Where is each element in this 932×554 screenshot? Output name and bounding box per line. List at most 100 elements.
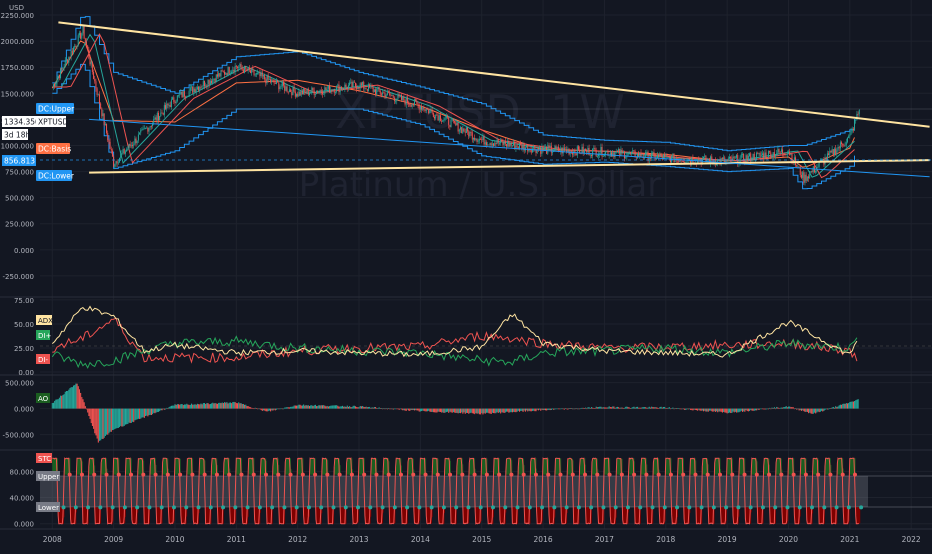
ao-bar	[279, 409, 280, 410]
dc-lower-badge[interactable]: DC:Lower	[36, 170, 75, 181]
candle-body	[491, 143, 492, 145]
candle-body	[90, 58, 91, 64]
di-minus-badge[interactable]: DI-	[36, 354, 50, 364]
stc-sell-dot	[239, 473, 243, 477]
ao-bar	[492, 409, 493, 413]
candle-body	[335, 92, 336, 93]
ao-bar	[190, 405, 191, 409]
candle-body	[298, 92, 299, 97]
ao-bar	[245, 405, 246, 409]
ao-bar	[665, 408, 666, 409]
candle-body	[374, 89, 375, 92]
candle-body	[56, 79, 57, 83]
candle-body	[110, 142, 111, 149]
ao-bar	[98, 409, 99, 443]
candle-body	[504, 141, 505, 144]
dc-basis-badge[interactable]: DC:Basis	[36, 143, 71, 154]
ao-bar	[661, 407, 662, 409]
ao-bar	[626, 407, 627, 409]
ao-bar	[749, 409, 750, 411]
ao-badge[interactable]: AO	[36, 393, 50, 403]
candle-body	[99, 94, 100, 103]
ao-bar	[535, 409, 536, 412]
candle-body	[64, 67, 65, 68]
candle-body	[313, 88, 314, 91]
stc-lower-badge[interactable]: Lower	[36, 502, 60, 512]
candle-body	[336, 86, 337, 92]
ao-bar	[738, 409, 739, 413]
candle-body	[672, 154, 673, 156]
ao-bar	[718, 409, 719, 412]
stc-badge[interactable]: STC	[36, 453, 52, 463]
ao-bar	[445, 409, 446, 413]
ao-bar	[58, 399, 59, 408]
adx-badge[interactable]: ADX	[36, 315, 53, 325]
ao-bar	[354, 406, 355, 409]
ao-bar	[590, 408, 591, 409]
candle-body	[603, 156, 604, 157]
ao-bar	[545, 409, 546, 411]
ao-bar	[576, 408, 577, 409]
ao-bar	[440, 409, 441, 412]
candle-body	[833, 149, 834, 155]
ao-bar	[799, 409, 800, 411]
candle-body	[359, 88, 360, 89]
ao-bar	[415, 409, 416, 411]
candle-body	[71, 51, 72, 57]
candle-body	[801, 175, 802, 178]
ao-bar	[193, 405, 194, 409]
time-axis-label: 2022	[902, 535, 921, 544]
ao-bar	[784, 407, 785, 409]
ao-bar	[137, 409, 138, 420]
di-plus-badge[interactable]: DI+	[36, 330, 51, 340]
candle-body	[655, 154, 656, 159]
ao-bar	[54, 401, 55, 409]
candle-body	[261, 73, 262, 77]
candle-body	[784, 153, 785, 154]
axis-tick-label: 2250.000	[1, 12, 34, 20]
ao-bar	[265, 409, 266, 412]
ao-bar	[551, 409, 552, 410]
ao-bar	[161, 409, 162, 411]
ao-bar	[856, 400, 857, 409]
candle-body	[560, 148, 561, 152]
ao-bar	[711, 409, 712, 412]
ao-bar	[166, 408, 167, 409]
dc-lower-value-badge[interactable]: 856.813	[2, 155, 36, 166]
ao-bar	[328, 406, 329, 408]
symbol-price-badge[interactable]: 1334.350 XPTUSD	[2, 116, 68, 127]
candle-body	[265, 79, 266, 83]
ao-bar	[341, 406, 342, 408]
ao-bar	[481, 409, 482, 413]
ao-bar	[633, 407, 634, 409]
candle-body	[397, 94, 398, 99]
candle-body	[132, 145, 133, 146]
ao-bar	[819, 409, 820, 413]
stc-buy-dot	[859, 505, 863, 509]
ao-bar	[216, 403, 217, 408]
candle-body	[128, 144, 129, 149]
stc-buy-dot	[687, 505, 691, 509]
stc-sell-dot	[276, 473, 280, 477]
axis-tick-label: 25.00	[14, 345, 34, 353]
ao-bar	[275, 409, 276, 411]
ao-bar	[333, 405, 334, 408]
candle-body	[704, 156, 705, 157]
ao-bar	[821, 409, 822, 411]
ao-bar	[708, 409, 709, 412]
dc-upper-badge[interactable]: DC:Upper	[36, 103, 75, 114]
candle-body	[517, 146, 518, 147]
candle-body	[674, 154, 675, 162]
candle-body	[640, 153, 641, 157]
ao-bar	[493, 409, 494, 413]
candle-body	[402, 96, 403, 99]
ao-bar	[257, 409, 258, 410]
candle-body	[618, 149, 619, 151]
candle-body	[200, 87, 201, 88]
candle-body	[756, 153, 757, 160]
stc-upper-badge[interactable]: Upper	[36, 471, 60, 481]
ao-bar	[690, 409, 691, 410]
candle-body	[499, 143, 500, 144]
